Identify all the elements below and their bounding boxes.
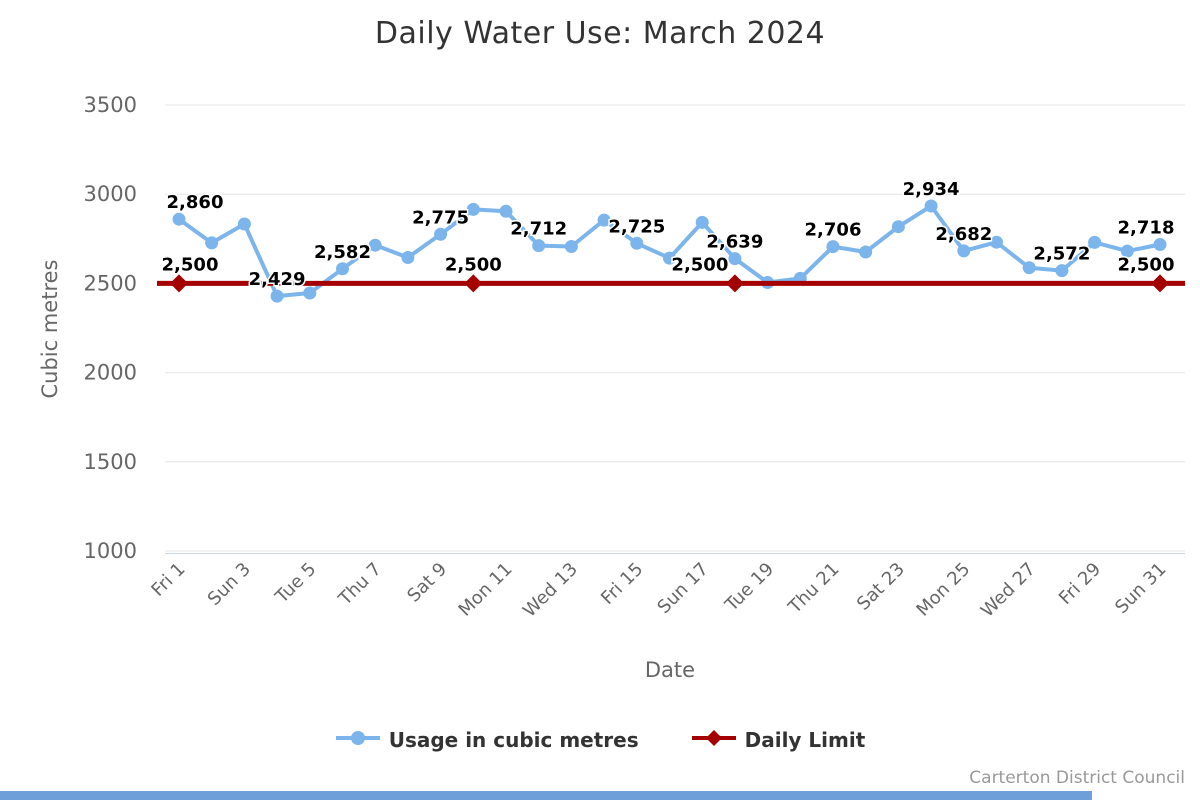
limit-data-label: 2,500 bbox=[162, 254, 219, 275]
usage-series-icon bbox=[335, 729, 381, 751]
usage-point-marker[interactable] bbox=[499, 204, 513, 218]
x-tick-label: Fri 15 bbox=[597, 559, 647, 609]
usage-point-marker[interactable] bbox=[891, 220, 905, 234]
usage-point-marker[interactable] bbox=[1055, 264, 1069, 278]
limit-data-label: 2,500 bbox=[671, 254, 728, 275]
usage-point-marker[interactable] bbox=[826, 240, 840, 254]
usage-data-label: 2,718 bbox=[1118, 218, 1175, 239]
x-tick-label: Mon 25 bbox=[912, 559, 974, 621]
x-tick-label: Sun 31 bbox=[1111, 559, 1170, 618]
usage-point-marker[interactable] bbox=[303, 286, 317, 300]
y-tick-label: 3500 bbox=[84, 93, 137, 117]
x-tick-label: Wed 13 bbox=[519, 559, 582, 622]
usage-point-marker[interactable] bbox=[172, 212, 186, 226]
usage-point-marker[interactable] bbox=[990, 235, 1003, 249]
usage-point-marker[interactable] bbox=[1022, 261, 1036, 275]
x-tick-label: Sat 9 bbox=[403, 559, 451, 607]
limit-data-label: 2,500 bbox=[1118, 254, 1175, 275]
legend-item-limit[interactable]: Daily Limit bbox=[691, 728, 866, 752]
usage-point-marker[interactable] bbox=[336, 262, 349, 276]
x-tick-label: Sun 17 bbox=[653, 559, 712, 618]
x-tick-label: Sat 23 bbox=[853, 559, 909, 615]
usage-data-label: 2,934 bbox=[903, 179, 960, 200]
plot-area[interactable]: 3500 3000 2500 2000 1500 1000 Fri 1 Sun 3 Tue 5 T… bbox=[0, 0, 1200, 720]
usage-data-label: 2,429 bbox=[249, 269, 306, 290]
limit-series-icon bbox=[691, 729, 737, 751]
x-tick-label: Thu 21 bbox=[784, 559, 844, 619]
usage-point-marker[interactable] bbox=[663, 251, 676, 265]
usage-data-label: 2,572 bbox=[1033, 244, 1090, 265]
x-tick-label: Mon 11 bbox=[455, 559, 517, 621]
credit-text: Carterton District Council bbox=[969, 768, 1185, 788]
usage-data-label: 2,712 bbox=[510, 219, 567, 240]
usage-point-marker[interactable] bbox=[1120, 244, 1134, 258]
limit-point-marker[interactable] bbox=[1151, 274, 1169, 293]
x-tick-label: Wed 27 bbox=[977, 559, 1040, 622]
y-tick-label: 3000 bbox=[84, 182, 137, 206]
usage-point-marker[interactable] bbox=[564, 240, 578, 253]
usage-point-marker[interactable] bbox=[924, 199, 938, 213]
usage-point-marker[interactable] bbox=[532, 239, 546, 253]
usage-point-marker[interactable] bbox=[695, 215, 709, 229]
y-tick-label: 1000 bbox=[84, 539, 137, 563]
y-tick-label: 2500 bbox=[84, 271, 137, 295]
legend-item-usage[interactable]: Usage in cubic metres bbox=[335, 728, 639, 752]
limit-point-marker[interactable] bbox=[464, 274, 483, 293]
usage-data-label: 2,706 bbox=[805, 220, 862, 241]
usage-point-marker[interactable] bbox=[728, 252, 742, 266]
limit-data-label: 2,500 bbox=[445, 254, 502, 275]
usage-point-marker[interactable] bbox=[434, 227, 448, 241]
x-tick-label: Tue 5 bbox=[271, 559, 320, 608]
x-tick-label: Fri 29 bbox=[1055, 559, 1105, 609]
usage-point-marker[interactable] bbox=[368, 238, 382, 252]
usage-point-marker[interactable] bbox=[597, 213, 611, 227]
usage-data-label: 2,682 bbox=[935, 224, 992, 245]
usage-point-marker[interactable] bbox=[205, 236, 219, 250]
chart-title: Daily Water Use: March 2024 bbox=[374, 16, 826, 51]
legend-label-usage: Usage in cubic metres bbox=[388, 728, 639, 752]
x-axis-title: Date bbox=[644, 658, 696, 682]
usage-point-marker[interactable] bbox=[270, 289, 284, 303]
usage-point-marker[interactable] bbox=[466, 202, 480, 216]
usage-point-marker[interactable] bbox=[237, 217, 251, 231]
usage-data-label: 2,860 bbox=[167, 192, 224, 213]
x-tick-label: Tue 19 bbox=[721, 559, 779, 617]
y-tick-label: 2000 bbox=[84, 361, 137, 385]
usage-point-marker[interactable] bbox=[401, 251, 415, 264]
legend: Usage in cubic metres Daily Limit bbox=[0, 728, 1200, 752]
limit-point-marker[interactable] bbox=[170, 274, 188, 293]
y-tick-label: 1500 bbox=[84, 450, 137, 474]
usage-data-label: 2,639 bbox=[706, 232, 763, 253]
usage-point-marker[interactable] bbox=[1088, 235, 1102, 249]
x-tick-label: Fri 1 bbox=[147, 559, 189, 601]
x-tick-label: Thu 7 bbox=[334, 559, 386, 611]
usage-data-label: 2,725 bbox=[608, 216, 665, 237]
usage-data-label: 2,582 bbox=[314, 242, 371, 263]
limit-point-marker[interactable] bbox=[725, 274, 744, 293]
usage-point-marker[interactable] bbox=[859, 245, 873, 259]
usage-point-marker[interactable] bbox=[1153, 238, 1167, 251]
horizontal-scrollbar[interactable] bbox=[0, 791, 1092, 800]
legend-label-limit: Daily Limit bbox=[744, 728, 866, 752]
usage-point-marker[interactable] bbox=[957, 244, 971, 258]
usage-data-label: 2,775 bbox=[412, 207, 469, 228]
x-tick-label: Sun 3 bbox=[204, 559, 255, 610]
usage-point-marker[interactable] bbox=[630, 236, 644, 250]
